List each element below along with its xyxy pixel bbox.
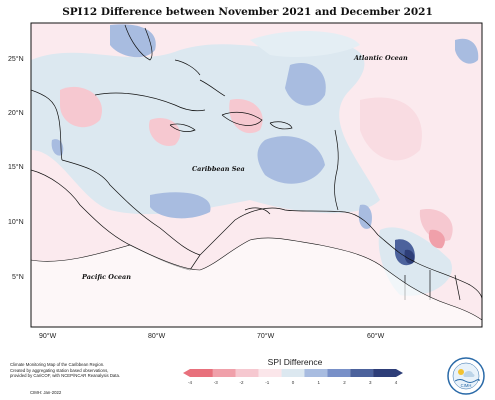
label-atlantic-ocean: Atlantic Ocean xyxy=(353,54,408,62)
colorbar-tick-label: -1 xyxy=(265,380,269,385)
colorbar-tick-label: -3 xyxy=(214,380,218,385)
credit-line: Created by aggregating station based obs… xyxy=(10,367,109,373)
lat-label-20n: 20°N xyxy=(8,109,24,117)
copyright-text: CIMH: Jan-2022 xyxy=(30,390,62,395)
colorbar-tick-label: 0 xyxy=(292,380,295,385)
colorbar-tick-label: 2 xyxy=(343,380,346,385)
colorbar-arrow-max xyxy=(396,369,403,377)
colorbar-tick-label: 4 xyxy=(395,380,398,385)
colorbar-swatch xyxy=(258,369,282,377)
colorbar-swatch xyxy=(281,369,305,377)
lon-label-90w: 90°W xyxy=(39,332,57,340)
colorbar-tick-label: -4 xyxy=(188,380,192,385)
credit-line: provided by CariCOF, with NCEP/NCAR Rean… xyxy=(10,373,121,378)
credit-line: Climate Monitoring Map of the Caribbean … xyxy=(10,362,105,367)
cloud-icon xyxy=(463,371,475,377)
lat-label-15n: 15°N xyxy=(8,163,24,171)
label-pacific-ocean: Pacific Ocean xyxy=(81,273,131,281)
lat-label-10n: 10°N xyxy=(8,218,24,226)
colorbar-tick-label: -2 xyxy=(239,380,243,385)
map-field xyxy=(31,23,482,327)
lon-label-60w: 60°W xyxy=(367,332,385,340)
colorbar-swatch xyxy=(212,369,236,377)
map-frame xyxy=(30,22,483,328)
logo-text: CIMH xyxy=(461,383,472,388)
lon-label-70w: 70°W xyxy=(257,332,275,340)
legend-title: SPI Difference xyxy=(267,357,323,367)
label-caribbean-sea: Caribbean Sea xyxy=(192,165,245,173)
lat-label-25n: 25°N xyxy=(8,55,24,63)
colorbar-swatch xyxy=(235,369,259,377)
colorbar-tick-label: 1 xyxy=(317,380,320,385)
cimh-logo: CIMH xyxy=(447,357,485,395)
colorbar-swatch xyxy=(327,369,351,377)
colorbar-tick-label: 3 xyxy=(369,380,372,385)
colorbar-swatch xyxy=(304,369,328,377)
colorbar-arrow-min xyxy=(183,369,190,377)
credit-text: Climate Monitoring Map of the Caribbean … xyxy=(10,362,160,379)
colorbar-swatch xyxy=(350,369,374,377)
lon-label-80w: 80°W xyxy=(148,332,166,340)
map-title: SPI12 Difference between November 2021 a… xyxy=(62,6,433,18)
sun-icon xyxy=(458,369,464,375)
wave-icon xyxy=(454,379,480,383)
colorbar: -4 -3 -2 -1 0 1 2 3 4 xyxy=(183,369,403,385)
colorbar-swatch xyxy=(190,369,213,377)
lat-label-5n: 5°N xyxy=(12,273,24,281)
colorbar-swatch xyxy=(373,369,396,377)
